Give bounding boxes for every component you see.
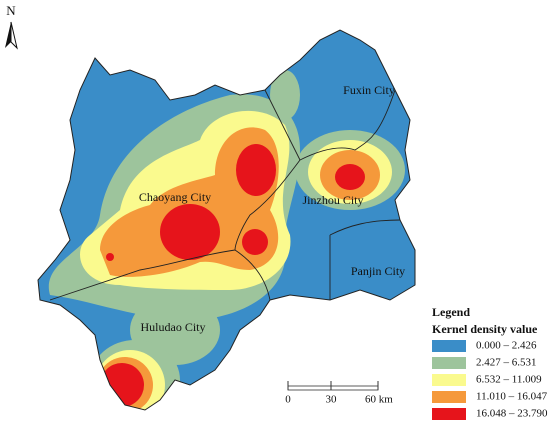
- legend-label: 0.000 – 2.426: [476, 340, 537, 352]
- legend-label: 11.010 – 16.047: [476, 391, 548, 403]
- legend-label: 16.048 – 23.790: [476, 408, 548, 420]
- city-label: Huludao City: [141, 320, 206, 334]
- north-arrow: [10, 21, 18, 50]
- legend-swatch: [432, 391, 466, 403]
- legend-swatch: [432, 374, 466, 386]
- legend-swatch: [432, 408, 466, 420]
- legend-subtitle: Kernel density value: [432, 322, 538, 336]
- city-boundaries: [49, 89, 401, 301]
- city-label: Jinzhou City: [302, 193, 363, 207]
- city-label: Chaoyang City: [139, 190, 211, 204]
- north-label: N: [6, 3, 16, 18]
- north-arrow: [5, 22, 11, 48]
- legend-swatch: [432, 340, 466, 352]
- scale-bar: 0 30 60 km: [285, 381, 393, 406]
- legend-title: Legend: [432, 305, 470, 319]
- legend-swatch: [432, 357, 466, 369]
- legend-label: 2.427 – 6.531: [476, 357, 537, 369]
- scale-label: 60 km: [365, 394, 393, 406]
- scale-label: 0: [285, 394, 291, 406]
- legend-label: 6.532 – 11.009: [476, 374, 542, 386]
- legend: 0.000 – 2.426 2.427 – 6.531 6.532 – 11.009…: [432, 340, 548, 420]
- city-label: Panjin City: [351, 264, 405, 278]
- scale-label: 30: [326, 394, 338, 406]
- city-label: Fuxin City: [343, 83, 395, 97]
